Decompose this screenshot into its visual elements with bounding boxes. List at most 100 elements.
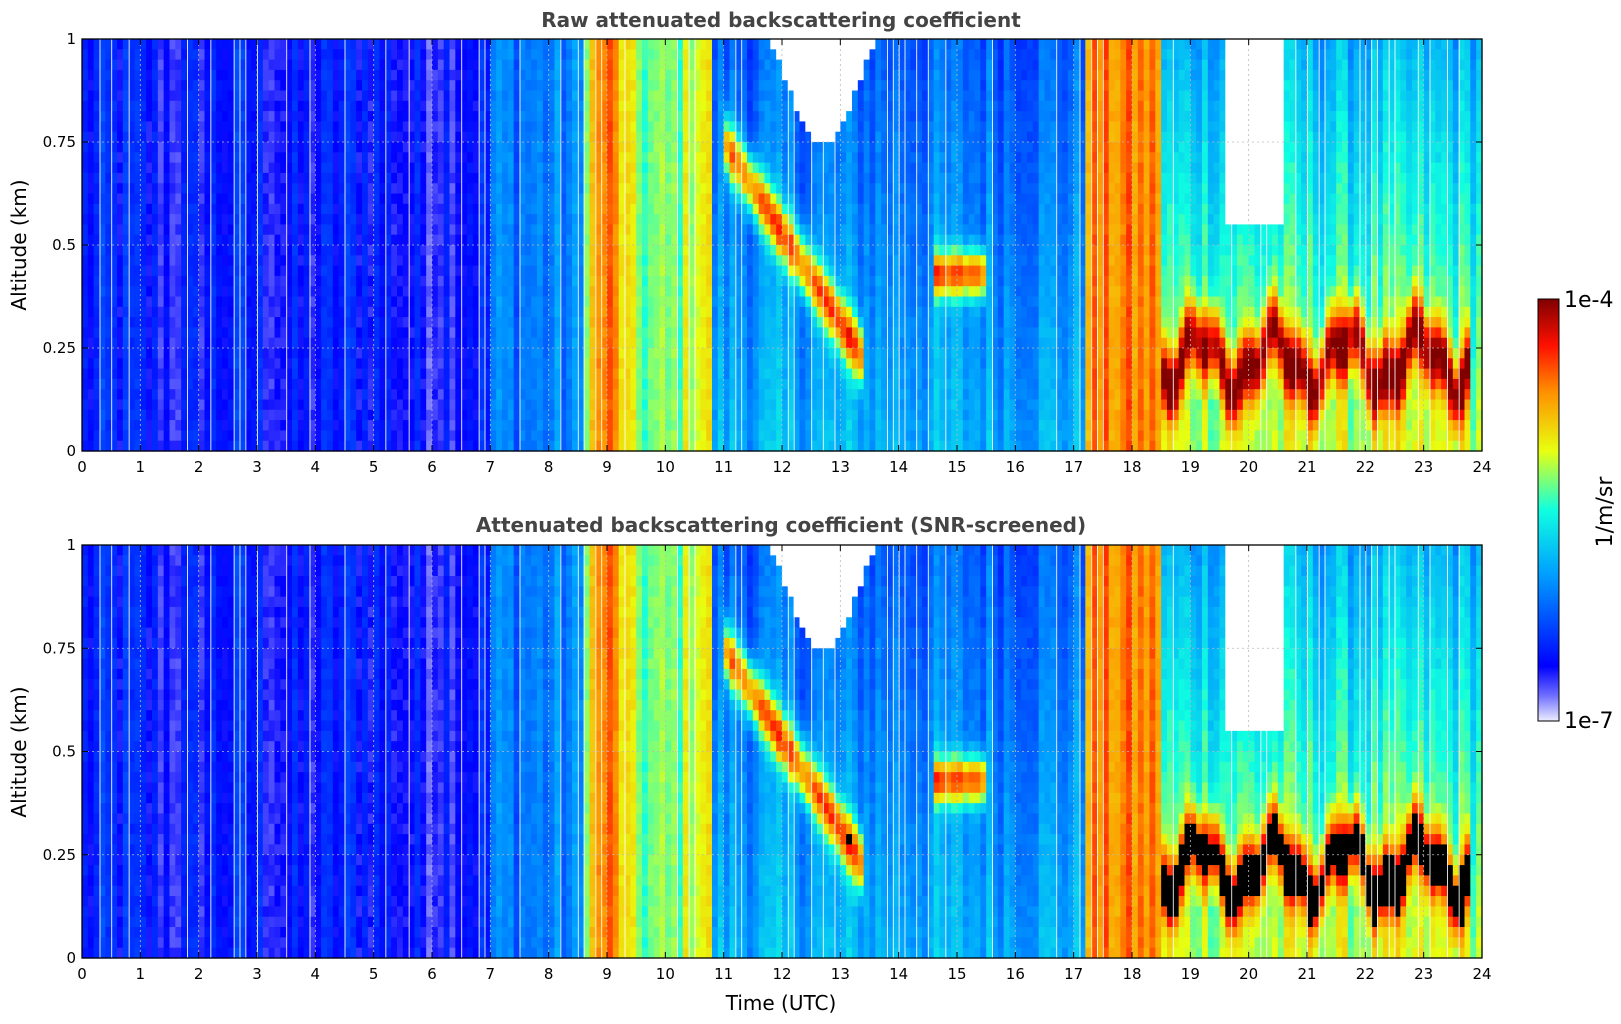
heatmap-cell — [222, 378, 229, 390]
heatmap-cell — [618, 80, 626, 92]
heatmap-cell — [653, 399, 661, 411]
heatmap-cell — [152, 368, 159, 380]
heatmap-cell — [157, 152, 165, 164]
heatmap-cell — [496, 39, 503, 50]
heatmap-cell — [764, 317, 771, 328]
heatmap-cell — [99, 275, 106, 287]
heatmap-cell — [636, 100, 643, 112]
heatmap-cell — [595, 111, 602, 122]
heatmap-cell — [128, 80, 136, 92]
heatmap-cell — [729, 245, 736, 256]
heatmap-cell — [472, 142, 480, 153]
heatmap-cell — [437, 59, 445, 71]
heatmap-cell — [507, 121, 515, 133]
heatmap-cell — [799, 265, 806, 277]
heatmap-cell — [385, 286, 392, 298]
heatmap-cell — [367, 245, 375, 256]
heatmap-cell — [513, 275, 521, 287]
heatmap-cell — [280, 90, 287, 102]
heatmap-cell — [192, 183, 200, 195]
heatmap-cell — [729, 368, 736, 380]
heatmap-cell — [297, 389, 305, 401]
heatmap-cell — [117, 69, 124, 81]
heatmap-cell — [747, 265, 754, 277]
heatmap-cell — [297, 327, 305, 339]
heatmap-cell — [659, 224, 666, 236]
heatmap-cell — [513, 183, 521, 195]
heatmap-cell — [618, 368, 626, 380]
heatmap-cell — [688, 183, 696, 195]
heatmap-cell — [694, 440, 701, 452]
heatmap-cell — [712, 409, 719, 421]
heatmap-cell — [432, 214, 439, 225]
heatmap-cell — [472, 162, 480, 174]
heatmap-cell — [257, 245, 264, 256]
heatmap-cell — [204, 69, 211, 81]
heatmap-cell — [630, 131, 637, 143]
heatmap-cell — [607, 234, 614, 246]
heatmap-cell — [671, 327, 678, 339]
heatmap-cell — [105, 121, 112, 133]
heatmap-cell — [741, 275, 748, 287]
heatmap-cell — [286, 389, 293, 401]
heatmap-cell — [315, 90, 322, 102]
heatmap-cell — [315, 358, 322, 370]
data-gap — [99, 39, 101, 451]
heatmap-cell — [507, 409, 515, 421]
heatmap-cell — [187, 255, 194, 267]
heatmap-cell — [338, 183, 346, 195]
heatmap-cell — [484, 430, 491, 442]
heatmap-cell — [752, 121, 760, 133]
heatmap-cell — [338, 420, 346, 431]
heatmap-cell — [268, 420, 276, 431]
heatmap-cell — [793, 378, 801, 390]
heatmap-cell — [653, 306, 661, 318]
heatmap-cell — [379, 142, 386, 153]
heatmap-cell — [362, 172, 369, 184]
heatmap-cell — [659, 409, 666, 421]
heatmap-cell — [239, 255, 246, 267]
heatmap-cell — [729, 327, 736, 339]
heatmap-cell — [204, 172, 211, 184]
heatmap-cell — [297, 152, 305, 164]
heatmap-cell — [292, 245, 299, 256]
heatmap-cell — [239, 348, 246, 359]
heatmap-cell — [630, 224, 637, 236]
heatmap-cell — [519, 440, 526, 452]
heatmap-cell — [82, 172, 89, 184]
heatmap-cell — [262, 121, 270, 133]
heatmap-cell — [758, 255, 766, 267]
heatmap-cell — [420, 430, 427, 442]
heatmap-cell — [274, 348, 281, 359]
heatmap-cell — [682, 265, 690, 277]
heatmap-cell — [467, 430, 474, 442]
heatmap-cell — [82, 420, 89, 431]
heatmap-cell — [344, 121, 351, 133]
heatmap-cell — [315, 80, 322, 92]
heatmap-cell — [688, 430, 696, 442]
heatmap-cell — [577, 337, 585, 349]
heatmap-cell — [262, 317, 270, 328]
heatmap-cell — [443, 80, 451, 92]
heatmap-cell — [437, 306, 445, 318]
heatmap-cell — [525, 203, 532, 215]
heatmap-cell — [385, 255, 392, 267]
heatmap-cell — [315, 162, 322, 174]
heatmap-cell — [140, 203, 147, 215]
heatmap-cell — [665, 440, 672, 452]
heatmap-cell — [327, 100, 334, 112]
heatmap-cell — [537, 286, 544, 298]
heatmap-cell — [117, 183, 124, 195]
heatmap-cell — [799, 245, 806, 256]
heatmap-cell — [152, 39, 159, 50]
heatmap-cell — [449, 203, 456, 215]
heatmap-cell — [572, 59, 579, 71]
heatmap-cell — [712, 286, 719, 298]
heatmap-cell — [700, 80, 707, 92]
heatmap-cell — [793, 183, 801, 195]
heatmap-cell — [122, 275, 130, 287]
heatmap-cell — [513, 162, 521, 174]
heatmap-cell — [653, 327, 661, 339]
heatmap-cell — [181, 121, 188, 133]
heatmap-cell — [647, 183, 655, 195]
